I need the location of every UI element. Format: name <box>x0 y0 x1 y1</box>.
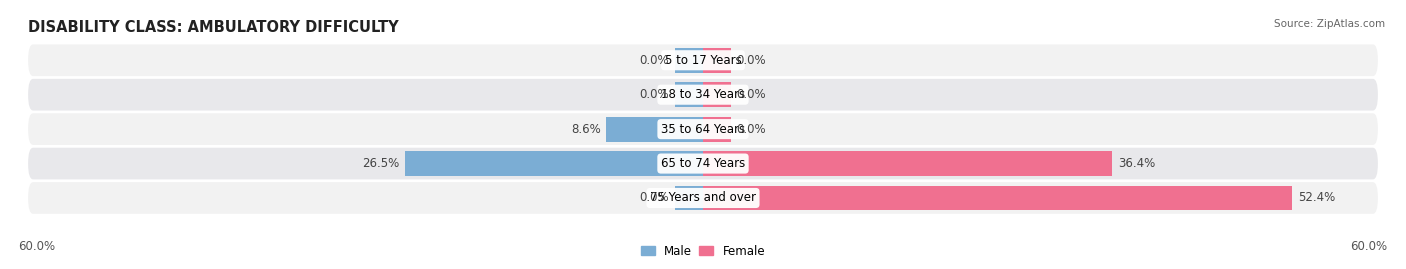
Text: 60.0%: 60.0% <box>1351 240 1388 253</box>
Bar <box>703 186 1292 210</box>
Legend: Male, Female: Male, Female <box>641 245 765 257</box>
Bar <box>606 117 703 141</box>
FancyBboxPatch shape <box>28 148 1378 179</box>
FancyBboxPatch shape <box>28 44 1378 76</box>
Bar <box>703 82 731 107</box>
Text: DISABILITY CLASS: AMBULATORY DIFFICULTY: DISABILITY CLASS: AMBULATORY DIFFICULTY <box>28 20 399 35</box>
Text: 65 to 74 Years: 65 to 74 Years <box>661 157 745 170</box>
Text: 5 to 17 Years: 5 to 17 Years <box>665 54 741 67</box>
Bar <box>703 117 731 141</box>
Text: 0.0%: 0.0% <box>640 88 669 101</box>
Text: 0.0%: 0.0% <box>737 54 766 67</box>
Text: 0.0%: 0.0% <box>737 88 766 101</box>
Text: 0.0%: 0.0% <box>640 54 669 67</box>
Bar <box>703 48 731 73</box>
Bar <box>703 151 1112 176</box>
Text: 35 to 64 Years: 35 to 64 Years <box>661 123 745 136</box>
Text: 52.4%: 52.4% <box>1298 192 1336 204</box>
Text: 18 to 34 Years: 18 to 34 Years <box>661 88 745 101</box>
Text: 0.0%: 0.0% <box>640 192 669 204</box>
Bar <box>675 82 703 107</box>
Text: 36.4%: 36.4% <box>1118 157 1156 170</box>
Bar <box>675 186 703 210</box>
Text: 60.0%: 60.0% <box>18 240 55 253</box>
FancyBboxPatch shape <box>28 113 1378 145</box>
Text: Source: ZipAtlas.com: Source: ZipAtlas.com <box>1274 19 1385 29</box>
Text: 26.5%: 26.5% <box>363 157 399 170</box>
Bar <box>675 48 703 73</box>
Text: 0.0%: 0.0% <box>737 123 766 136</box>
Text: 8.6%: 8.6% <box>571 123 600 136</box>
FancyBboxPatch shape <box>28 182 1378 214</box>
FancyBboxPatch shape <box>28 79 1378 111</box>
Bar <box>405 151 703 176</box>
Text: 75 Years and over: 75 Years and over <box>650 192 756 204</box>
